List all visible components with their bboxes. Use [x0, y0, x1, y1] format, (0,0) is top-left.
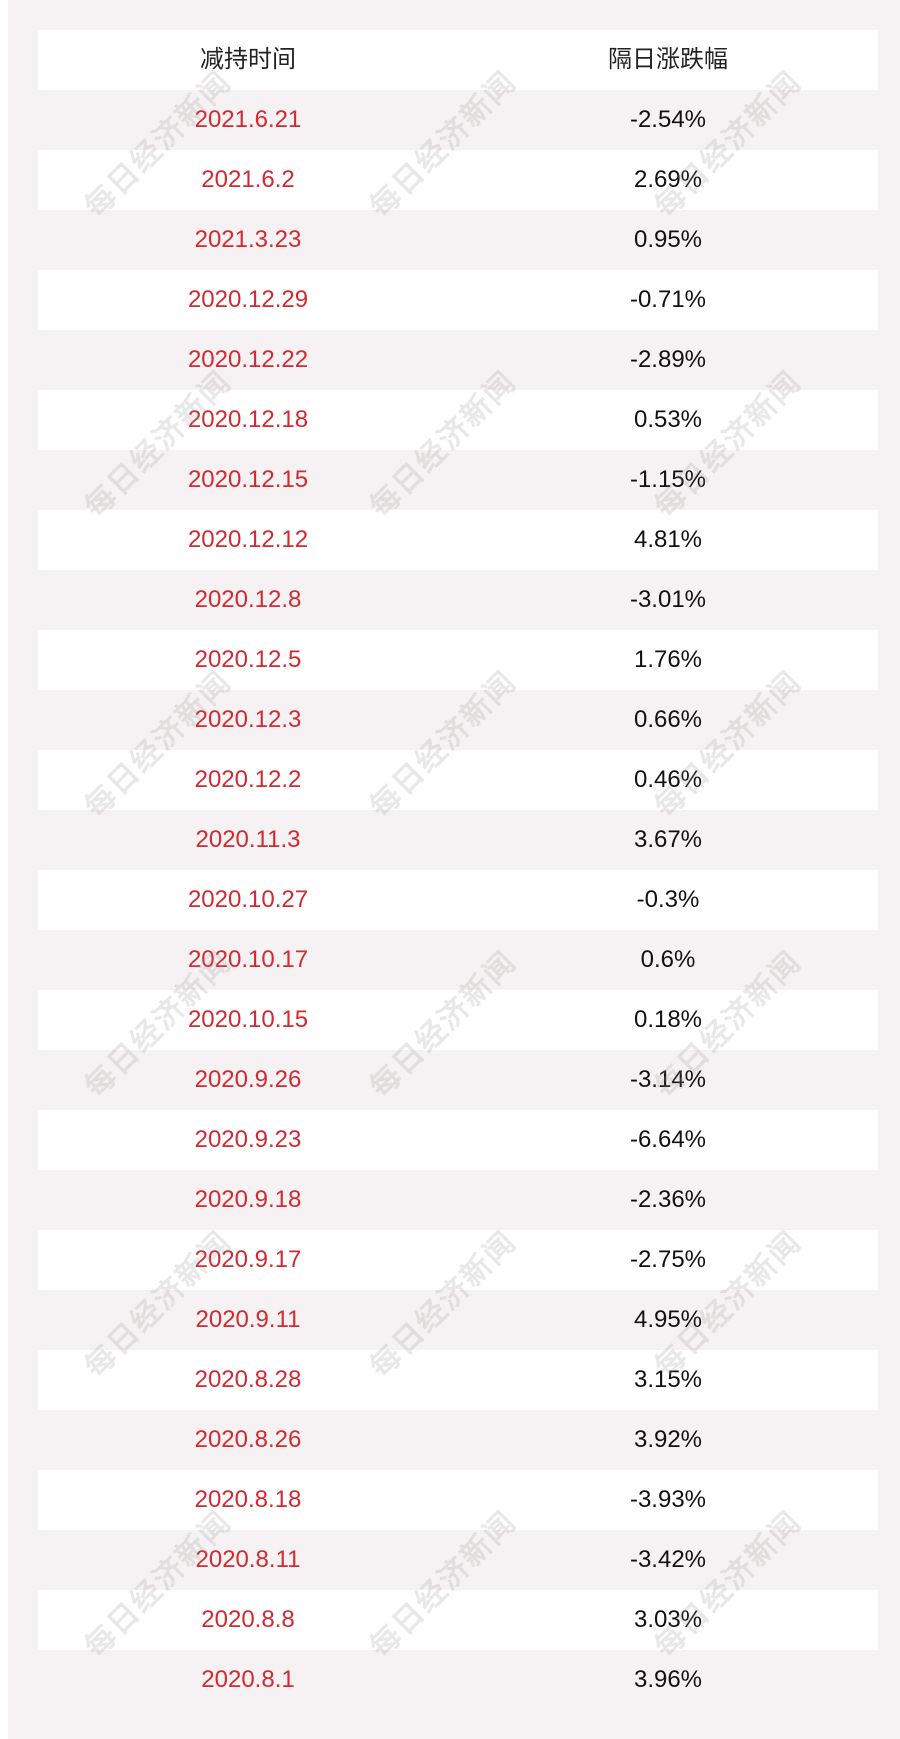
date-cell: 2020.8.26 [194, 1426, 302, 1453]
date-cell: 2020.8.28 [194, 1366, 302, 1393]
date-cell: 2020.12.22 [187, 346, 309, 373]
date-cell: 2020.12.3 [194, 706, 302, 733]
table-row: 2020.12.18 0.53% [38, 390, 878, 450]
table-row: 2020.9.18 -2.36% [38, 1170, 878, 1230]
table-row: 2020.10.15 0.18% [38, 990, 878, 1050]
table-row: 2020.12.29 -0.71% [38, 270, 878, 330]
change-cell: -1.15% [629, 466, 707, 493]
date-cell: 2020.8.11 [195, 1546, 301, 1573]
change-cell: -2.89% [629, 346, 707, 373]
change-cell: 4.95% [633, 1306, 703, 1333]
table-row: 2021.3.23 0.95% [38, 210, 878, 270]
change-cell: 4.81% [633, 526, 703, 553]
change-cell: -3.93% [629, 1486, 707, 1513]
table-row: 2020.12.12 4.81% [38, 510, 878, 570]
date-cell: 2020.8.18 [194, 1486, 302, 1513]
date-cell: 2021.6.21 [194, 106, 302, 133]
table-row: 2020.12.8 -3.01% [38, 570, 878, 630]
table-body: 2021.6.21 -2.54% 2021.6.2 2.69% 2021.3.23 0.9… [38, 90, 878, 1710]
change-cell: -2.54% [629, 106, 707, 133]
table-row: 2020.12.2 0.46% [38, 750, 878, 810]
table-row: 2021.6.2 2.69% [38, 150, 878, 210]
table-row: 2020.12.3 0.66% [38, 690, 878, 750]
table-row: 2020.9.17 -2.75% [38, 1230, 878, 1290]
change-cell: -2.75% [629, 1246, 707, 1273]
date-cell: 2021.3.23 [194, 226, 302, 253]
table-row: 2020.10.27 -0.3% [38, 870, 878, 930]
date-cell: 2020.10.15 [187, 1006, 309, 1033]
table-row: 2020.11.3 3.67% [38, 810, 878, 870]
date-cell: 2020.10.27 [187, 886, 309, 913]
change-cell: -0.71% [629, 286, 707, 313]
table-row: 2020.8.18 -3.93% [38, 1470, 878, 1530]
date-cell: 2020.12.8 [194, 586, 302, 613]
date-cell: 2020.12.2 [194, 766, 302, 793]
change-cell: -3.01% [629, 586, 707, 613]
date-cell: 2020.9.23 [194, 1126, 302, 1153]
change-cell: -0.3% [636, 886, 700, 913]
change-cell: 3.67% [633, 826, 703, 853]
date-cell: 2020.9.26 [194, 1066, 302, 1093]
date-cell: 2020.10.17 [187, 946, 309, 973]
table-row: 2020.8.11 -3.42% [38, 1530, 878, 1590]
change-cell: -3.14% [629, 1066, 707, 1093]
change-cell: -2.36% [629, 1186, 707, 1213]
data-table: 减持时间 隔日涨跌幅 2021.6.21 -2.54% 2021.6.2 2.69% 2… [38, 30, 878, 1710]
change-cell: 3.03% [633, 1606, 703, 1633]
table-row: 2020.8.26 3.92% [38, 1410, 878, 1470]
date-cell: 2020.12.15 [187, 466, 309, 493]
change-cell: -3.42% [629, 1546, 707, 1573]
date-cell: 2020.11.3 [195, 826, 301, 853]
date-cell: 2020.12.5 [194, 646, 302, 673]
header-change: 隔日涨跌幅 [608, 46, 728, 73]
table-row: 2021.6.21 -2.54% [38, 90, 878, 150]
change-cell: 0.6% [640, 946, 696, 973]
change-cell: 0.18% [633, 1006, 703, 1033]
change-cell: 3.92% [633, 1426, 703, 1453]
page-edge [0, 0, 8, 1739]
change-cell: 0.95% [633, 226, 703, 253]
change-cell: 1.76% [633, 646, 703, 673]
date-cell: 2020.9.17 [194, 1246, 302, 1273]
table-row: 2020.9.23 -6.64% [38, 1110, 878, 1170]
date-cell: 2020.8.1 [201, 1666, 295, 1693]
table-header-row: 减持时间 隔日涨跌幅 [38, 30, 878, 90]
change-cell: 0.53% [633, 406, 703, 433]
change-cell: 0.46% [633, 766, 703, 793]
date-cell: 2021.6.2 [201, 166, 295, 193]
table-row: 2020.12.22 -2.89% [38, 330, 878, 390]
table-row: 2020.8.1 3.96% [38, 1650, 878, 1710]
change-cell: 3.96% [633, 1666, 703, 1693]
date-cell: 2020.12.29 [187, 286, 309, 313]
table-row: 2020.10.17 0.6% [38, 930, 878, 990]
date-cell: 2020.9.18 [194, 1186, 302, 1213]
table-row: 2020.9.11 4.95% [38, 1290, 878, 1350]
header-date: 减持时间 [200, 46, 296, 73]
table-row: 2020.9.26 -3.14% [38, 1050, 878, 1110]
change-cell: 3.15% [633, 1366, 703, 1393]
table-row: 2020.8.28 3.15% [38, 1350, 878, 1410]
date-cell: 2020.8.8 [201, 1606, 295, 1633]
table-row: 2020.8.8 3.03% [38, 1590, 878, 1650]
date-cell: 2020.12.12 [187, 526, 309, 553]
date-cell: 2020.9.11 [195, 1306, 301, 1333]
change-cell: 2.69% [633, 166, 703, 193]
table-row: 2020.12.15 -1.15% [38, 450, 878, 510]
date-cell: 2020.12.18 [187, 406, 309, 433]
change-cell: -6.64% [629, 1126, 707, 1153]
table-row: 2020.12.5 1.76% [38, 630, 878, 690]
change-cell: 0.66% [633, 706, 703, 733]
